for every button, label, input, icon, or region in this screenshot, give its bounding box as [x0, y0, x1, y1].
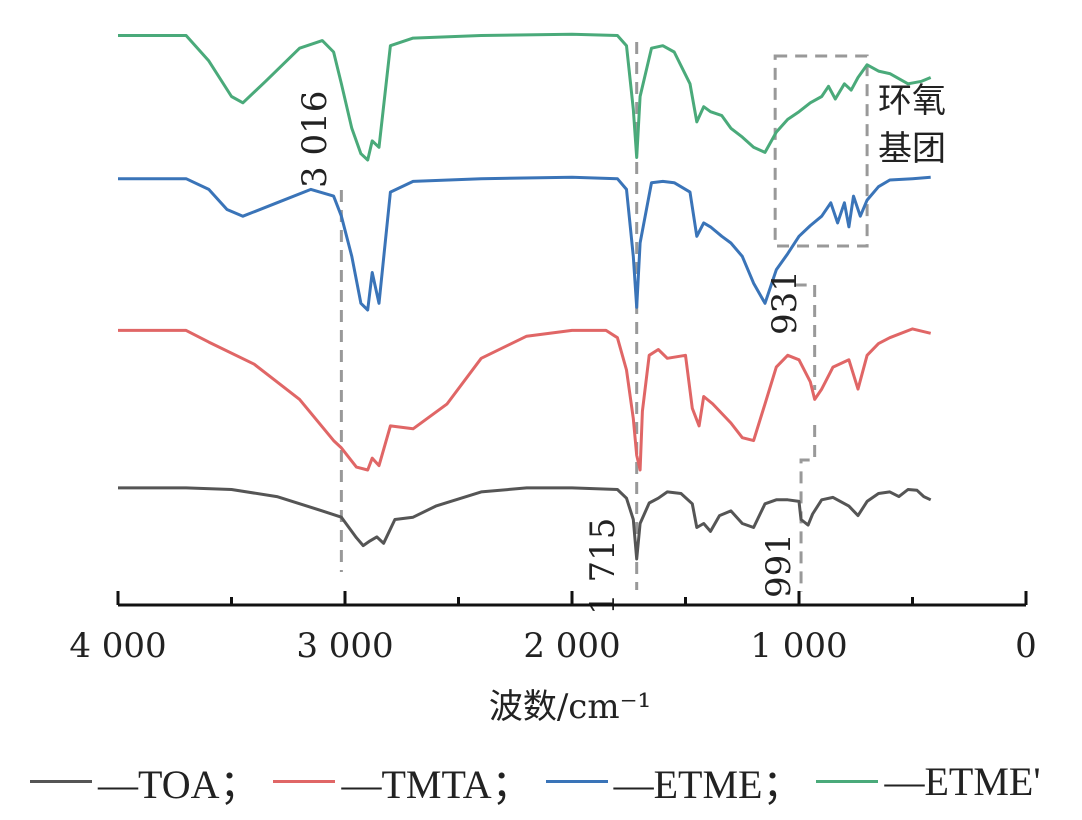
annotation-931: 931 — [765, 270, 805, 335]
x-axis: 4 000 3 000 2 000 1 000 0 — [69, 591, 1037, 666]
series-line-3 — [118, 32, 932, 162]
annotation-991: 991 — [759, 533, 799, 598]
legend-label: —ETME' — [884, 758, 1041, 804]
annotation-epoxy-line1: 环氧 — [878, 81, 946, 121]
legend-swatch — [545, 779, 608, 783]
legend-label: —ETME； — [613, 762, 803, 807]
annotation-3016: 3 016 — [295, 91, 335, 188]
legend-item: —ETME' — [816, 758, 1041, 805]
x-tick-label: 2 000 — [523, 626, 620, 666]
x-axis-title: 波数/cm⁻¹ — [489, 687, 651, 727]
legend-item: —ETME； — [545, 752, 803, 810]
legend-swatch — [273, 779, 336, 783]
legend-label: —TOA； — [98, 762, 260, 807]
legend-item: —TOA； — [30, 752, 259, 810]
legend: —TOA； —TMTA； —ETME； —ETME' — [30, 752, 1055, 810]
series-line-0 — [118, 486, 932, 561]
annotation-epoxy-line2: 基团 — [878, 129, 946, 169]
annotation-1715: 1 715 — [583, 518, 623, 615]
legend-item: —TMTA； — [273, 752, 532, 810]
x-tick-label: 3 000 — [296, 626, 393, 666]
ref-line-991 — [799, 425, 817, 592]
x-tick-label: 4 000 — [69, 626, 166, 666]
legend-swatch — [816, 779, 879, 783]
x-tick-label: 1 000 — [750, 626, 847, 666]
legend-label: —TMTA； — [341, 762, 532, 807]
legend-swatch — [30, 779, 92, 783]
x-tick-label: 0 — [1015, 626, 1037, 666]
series-line-1 — [118, 327, 932, 472]
ref-line-931 — [794, 283, 817, 390]
series-line-2 — [118, 175, 931, 312]
epoxy-box — [773, 54, 869, 248]
